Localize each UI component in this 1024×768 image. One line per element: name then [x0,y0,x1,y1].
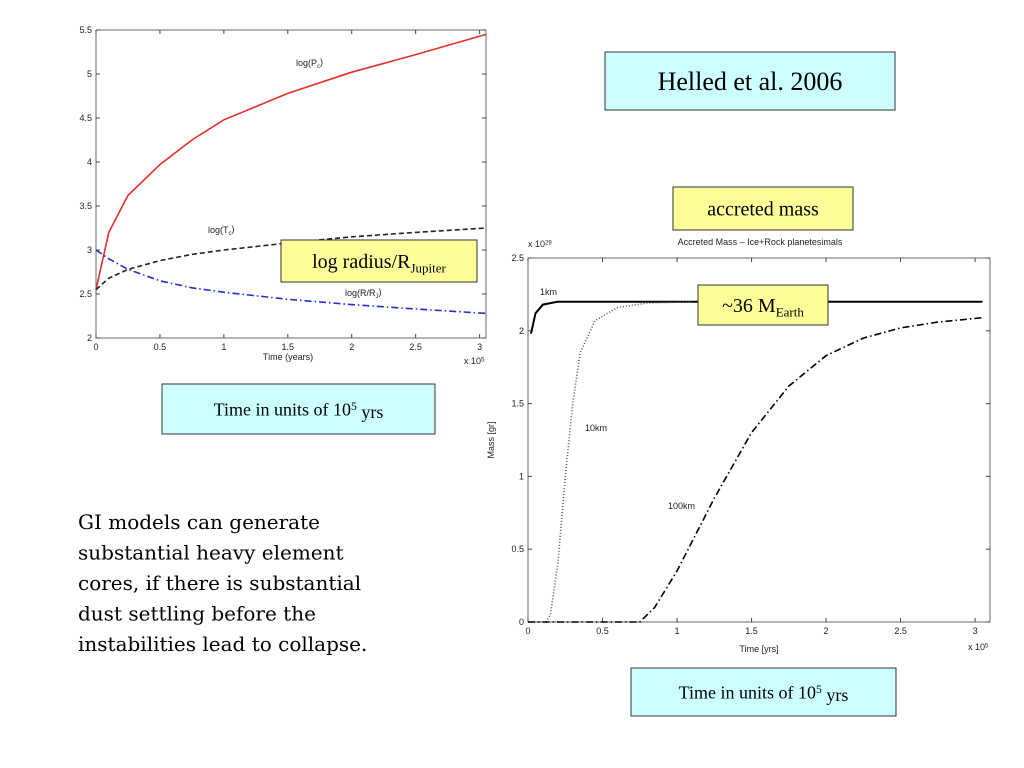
y-tick-label: 2.5 [511,253,524,263]
x-tick-label: 3 [973,626,978,636]
x-multiplier-text: x 10 [464,356,481,366]
series-label-sub: J [376,294,379,300]
y-tick-label: 0.5 [511,544,524,554]
y-multiplier: x 1029 [528,239,552,249]
x-tick-label: 1 [221,342,226,352]
plot-frame [527,257,991,623]
y-tick-label: 2 [519,326,524,336]
x-tick-label: 0.5 [154,342,167,352]
y-tick-label: 2.5 [79,289,92,299]
x-axis-label: Time (years) [263,352,313,362]
body-text: dust settling before the [78,602,316,626]
citation-box-text: Helled et al. 2006 [658,67,843,96]
label-box-text: log radius/RJupiter [312,251,446,276]
citation-box-bg [604,51,896,111]
series-line [95,249,487,315]
x-multiplier-sup: 5 [985,643,989,649]
series-line [528,316,983,623]
x-tick-label: 0 [525,626,530,636]
series-label-sub: c [317,64,320,70]
y-tick-label: 1 [519,471,524,481]
x-tick-label: 2.5 [894,626,907,636]
label-box-bg [672,186,854,231]
series-line [95,33,487,290]
series-label: log(R/RJ) [345,287,382,300]
units-box: Time in units of 105 yrs [161,383,436,435]
label-box: log radius/RJupiter [280,239,478,283]
y-tick-label: 5.5 [79,25,92,35]
series-label-text: ) [320,57,323,67]
chart-title: Accreted Mass – Ice+Rock planetesimals [678,237,843,247]
y-multiplier-text: x 10 [528,239,545,249]
series-label: 100km [668,501,695,511]
body-text: cores, if there is substantial [78,571,361,595]
y-tick-label: 3.5 [79,201,92,211]
label-box-text-sub: Jupiter [410,261,446,276]
units-box-text-sup: 5 [351,400,357,413]
y-tick-label: 1.5 [511,399,524,409]
body-text: instabilities lead to collapse. [78,632,367,656]
label-box-text-text: ~36 M [722,295,776,317]
x-tick-label: 1.5 [282,342,295,352]
x-multiplier-sup: 5 [481,357,485,363]
y-tick-label: 5 [87,69,92,79]
units-box-text-text: yrs [357,402,384,422]
units-box-text-sup: 5 [816,683,822,696]
label-box-bg [697,284,829,326]
label-box-bg [280,239,478,283]
series-line [528,300,692,623]
series-label-text: ) [232,224,235,234]
series-label-text: log(T [208,225,229,235]
x-tick-label: 3 [477,342,482,352]
series-label-sub: c [229,231,232,237]
citation-box: Helled et al. 2006 [604,51,896,111]
label-box-text: accreted mass [707,199,819,221]
y-tick-label: 4.5 [79,113,92,123]
units-box-text: Time in units of 105 yrs [214,399,384,422]
series-label: 10km [585,423,607,433]
y-axis-label: Mass [gr] [486,421,496,458]
x-multiplier: x 105 [968,642,989,652]
series-label-text: ) [379,287,382,297]
x-tick-label: 0.5 [596,626,609,636]
units-box-text-text: Time in units of 10 [214,399,351,419]
series-line [95,227,487,291]
units-box-text: Time in units of 105 yrs [679,682,849,705]
x-tick-label: 2.5 [409,342,422,352]
units-box-bg [630,667,897,717]
units-box: Time in units of 105 yrs [630,667,897,717]
y-tick-label: 2 [87,333,92,343]
label-box: accreted mass [672,186,854,231]
x-tick-label: 2 [824,626,829,636]
chart: 0 0.5 1 1.5 2 2.5 3 2 2.5 3 3.5 4 4.5 5 5.5 Time (years… [79,25,487,366]
label-box: ~36 MEarth [697,284,829,326]
x-multiplier: x 105 [464,356,485,366]
units-box-bg [161,383,436,435]
y-tick-label: 3 [87,245,92,255]
label-box-text-text: log radius/R [312,251,411,273]
y-multiplier-sup: 29 [545,240,552,246]
series-label-text: log(P [296,58,317,68]
x-tick-label: 1.5 [745,626,758,636]
series-label: log(Tc) [208,224,235,237]
units-box-text-text: yrs [822,685,849,705]
series-label: 1km [540,287,557,297]
x-tick-label: 0 [93,342,98,352]
units-box-text-text: Time in units of 10 [679,682,816,702]
y-tick-label: 4 [87,157,92,167]
x-axis-label: Time [yrs] [739,644,778,654]
body-text: GI models can generate [78,510,320,534]
label-box-text-sub: Earth [776,305,805,320]
series-label: log(Pc) [296,57,323,70]
x-tick-label: 2 [349,342,354,352]
plot-frame [95,29,487,339]
x-tick-label: 1 [675,626,680,636]
label-box-text: ~36 MEarth [722,295,804,320]
series-label-text: log(R/R [345,288,376,298]
body-text: substantial heavy element [78,541,344,565]
y-tick-label: 0 [519,617,524,627]
x-multiplier-text: x 10 [968,642,985,652]
